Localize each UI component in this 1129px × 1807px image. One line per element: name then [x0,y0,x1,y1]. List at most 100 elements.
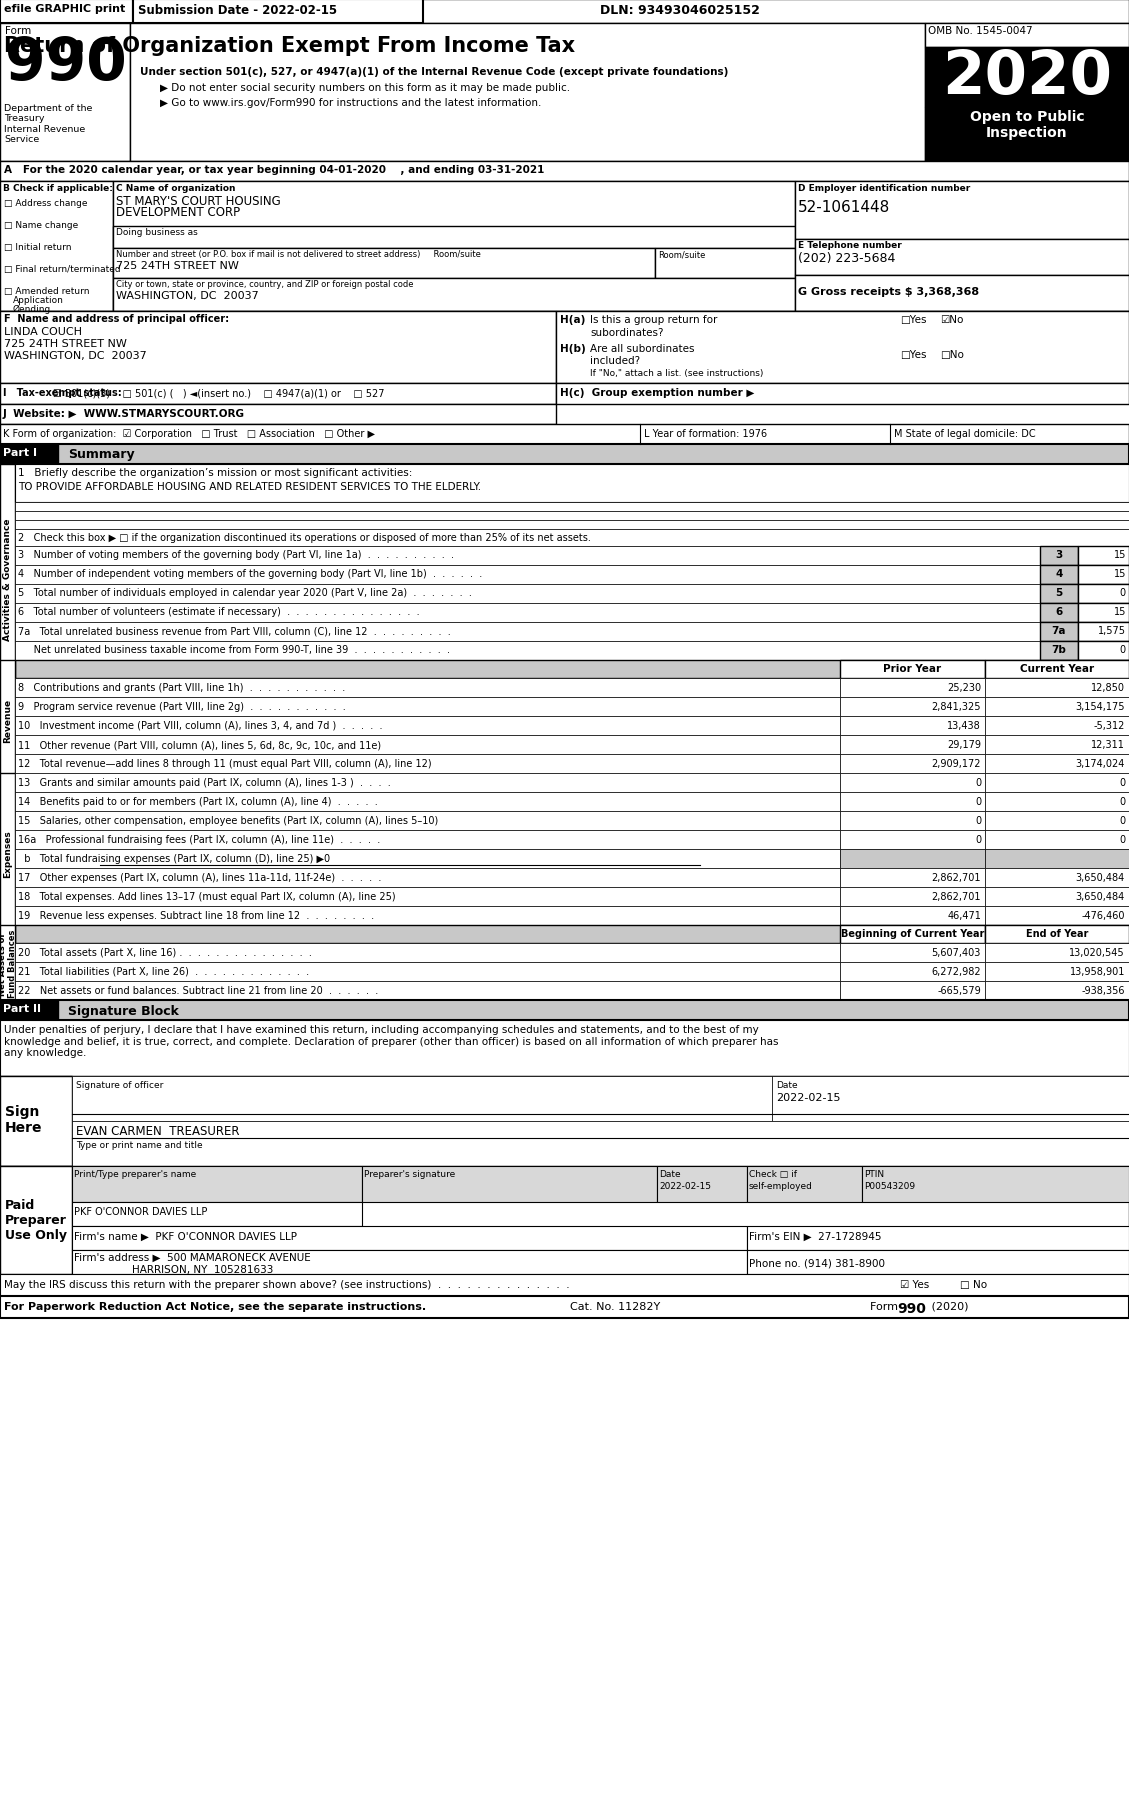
Text: Submission Date - 2022-02-15: Submission Date - 2022-02-15 [138,4,338,16]
Bar [15,925,1129,943]
Text: □ Name change: □ Name change [5,220,78,229]
Text: 15: 15 [1113,549,1126,560]
Bar [15,661,1129,679]
Text: 0: 0 [974,815,981,826]
Text: 0: 0 [974,835,981,844]
Bar [795,183,1129,240]
Bar [15,502,1129,511]
Bar [1078,623,1129,641]
Text: Number and street (or P.O. box if mail is not delivered to street address)     R: Number and street (or P.O. box if mail i… [116,249,481,258]
Bar [0,1166,72,1274]
Text: 7a   Total unrelated business revenue from Part VIII, column (C), line 12  .  . : 7a Total unrelated business revenue from… [18,625,450,636]
Bar [555,313,1129,383]
Text: 2022-02-15: 2022-02-15 [776,1093,840,1102]
Bar [72,1250,747,1274]
Bar [15,963,840,981]
Bar [72,1166,362,1202]
Bar [1040,623,1078,641]
Text: □ No: □ No [960,1279,987,1288]
Text: 11   Other revenue (Part VIII, column (A), lines 5, 6d, 8c, 9c, 10c, and 11e): 11 Other revenue (Part VIII, column (A),… [18,739,382,750]
Text: 29,179: 29,179 [947,739,981,750]
Text: (202) 223-5684: (202) 223-5684 [798,251,895,266]
Text: WASHINGTON, DC  20037: WASHINGTON, DC 20037 [5,351,147,361]
Text: 12,311: 12,311 [1091,739,1124,750]
Text: 2,862,701: 2,862,701 [931,891,981,902]
Bar [795,240,1129,276]
Bar [795,276,1129,313]
Bar [0,425,1129,445]
Bar [984,907,1129,925]
Bar [113,278,795,313]
Text: 12,850: 12,850 [1091,683,1124,692]
Text: 5,607,403: 5,607,403 [931,947,981,958]
Text: G Gross receipts $ 3,368,368: G Gross receipts $ 3,368,368 [798,287,979,296]
Bar [0,1166,1129,1274]
Text: Firm's EIN ▶  27-1728945: Firm's EIN ▶ 27-1728945 [749,1231,882,1241]
Bar [113,183,795,313]
Text: Open to Public
Inspection: Open to Public Inspection [970,110,1084,141]
Bar [747,1250,1129,1274]
Text: 20   Total assets (Part X, line 16) .  .  .  .  .  .  .  .  .  .  .  .  .  .  .: 20 Total assets (Part X, line 16) . . . … [18,947,312,958]
Text: 13,020,545: 13,020,545 [1069,947,1124,958]
Text: Date: Date [776,1081,797,1090]
Text: Revenue: Revenue [3,699,12,743]
Bar [0,464,15,694]
Bar [925,49,1129,108]
Text: 2,841,325: 2,841,325 [931,701,981,712]
Text: -476,460: -476,460 [1082,911,1124,920]
Text: H(c)  Group exemption number ▶: H(c) Group exemption number ▶ [560,389,754,398]
Bar [0,183,113,313]
Bar [15,464,1129,502]
Bar [0,0,133,23]
Text: included?: included? [590,356,640,365]
Text: □Yes: □Yes [900,351,927,360]
Bar [0,313,1129,383]
Text: Øending: Øending [14,305,51,314]
Bar [984,755,1129,773]
Bar [863,1166,1129,1202]
Text: Firm's address ▶  500 MAMARONECK AVENUE: Firm's address ▶ 500 MAMARONECK AVENUE [75,1252,310,1263]
Text: 2   Check this box ▶ □ if the organization discontinued its operations or dispos: 2 Check this box ▶ □ if the organization… [18,533,590,542]
Bar [840,717,984,735]
Text: □ Initial return: □ Initial return [5,242,71,251]
Text: Room/suite: Room/suite [658,249,706,258]
Bar [840,735,984,755]
Bar [15,793,840,811]
Bar [0,1021,1129,1077]
Text: DLN: 93493046025152: DLN: 93493046025152 [599,4,760,16]
Bar [840,963,984,981]
Text: 6,272,982: 6,272,982 [931,967,981,976]
Text: If "No," attach a list. (see instructions): If "No," attach a list. (see instruction… [590,369,763,378]
Text: Application: Application [14,296,64,305]
Bar [15,943,840,963]
Text: 0: 0 [1120,587,1126,598]
Text: Sign
Here: Sign Here [5,1104,43,1135]
Text: 9   Program service revenue (Part VIII, line 2g)  .  .  .  .  .  .  .  .  .  .  : 9 Program service revenue (Part VIII, li… [18,701,345,712]
Text: K Form of organization:  ☑ Corporation   □ Trust   □ Association   □ Other ▶: K Form of organization: ☑ Corporation □ … [3,428,375,439]
Text: -938,356: -938,356 [1082,985,1124,996]
Text: ST MARY'S COURT HOUSING: ST MARY'S COURT HOUSING [116,195,281,208]
Bar [0,1077,1129,1166]
Bar [1078,548,1129,566]
Bar [130,23,925,163]
Text: 46,471: 46,471 [947,911,981,920]
Bar [15,869,840,887]
Text: Cat. No. 11282Y: Cat. No. 11282Y [570,1301,660,1312]
Text: 4: 4 [1056,569,1062,578]
Text: 16a   Professional fundraising fees (Part IX, column (A), line 11e)  .  .  .  . : 16a Professional fundraising fees (Part … [18,835,380,844]
Text: 1   Briefly describe the organization’s mission or most significant activities:: 1 Briefly describe the organization’s mi… [18,468,412,477]
Text: efile GRAPHIC print: efile GRAPHIC print [5,4,125,14]
Bar [15,566,1040,585]
Text: 0: 0 [1119,815,1124,826]
Bar [1040,604,1078,623]
Bar [1040,585,1078,604]
Bar [984,811,1129,831]
Text: subordinates?: subordinates? [590,327,664,338]
Text: H(b): H(b) [560,343,586,354]
Text: 13   Grants and similar amounts paid (Part IX, column (A), lines 1-3 )  .  .  . : 13 Grants and similar amounts paid (Part… [18,777,391,788]
Text: 3   Number of voting members of the governing body (Part VI, line 1a)  .  .  .  : 3 Number of voting members of the govern… [18,549,454,560]
Text: ☑No: ☑No [940,314,963,325]
Text: PKF O'CONNOR DAVIES LLP: PKF O'CONNOR DAVIES LLP [75,1207,208,1216]
Bar [133,0,423,23]
Text: WASHINGTON, DC  20037: WASHINGTON, DC 20037 [116,291,259,300]
